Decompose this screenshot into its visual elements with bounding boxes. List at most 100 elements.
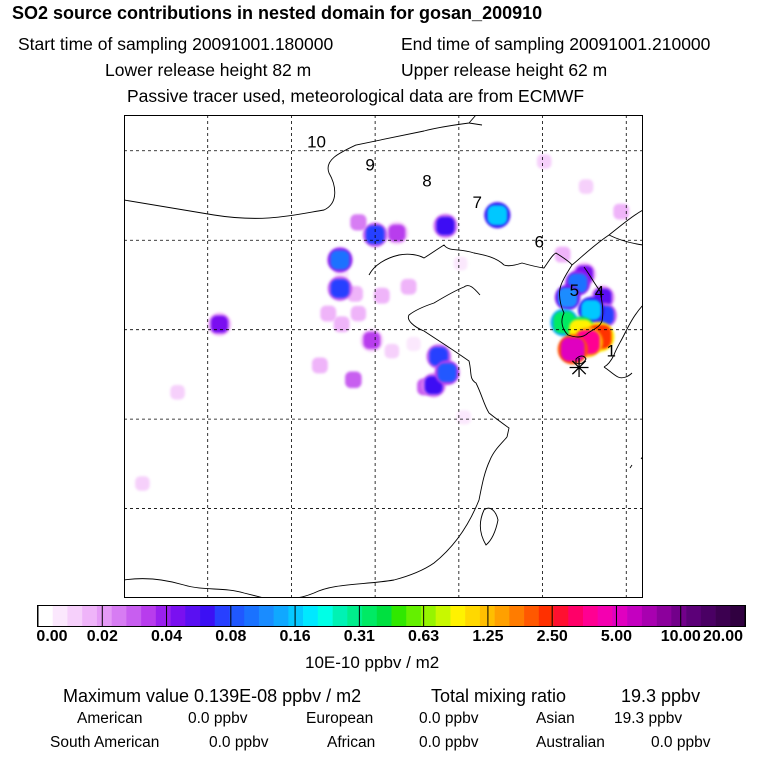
source-cell — [557, 287, 578, 308]
source-cell — [350, 305, 367, 322]
source-cell — [384, 343, 400, 359]
taiwan-island — [479, 507, 499, 546]
colorbar-cell — [185, 606, 201, 626]
trajectory-hour-labels: 10 9 8 7 6 5 4 1 — [307, 132, 616, 360]
trajectory-hour-label: 6 — [534, 233, 543, 252]
colorbar-cell — [479, 606, 495, 626]
colorbar-cell — [317, 606, 333, 626]
colorbar-cell — [229, 606, 245, 626]
coastlines — [124, 115, 643, 598]
maximum-value: Maximum value 0.139E-08 ppbv / m2 — [63, 686, 362, 706]
colorbar-cell — [671, 606, 687, 626]
trajectory-hour-label: 9 — [365, 156, 374, 175]
korea-west-coast — [559, 264, 589, 338]
source-cell — [560, 337, 585, 362]
colorbar-cell — [67, 606, 83, 626]
source-cell — [135, 476, 150, 491]
colorbar-tick-label: 0.08 — [215, 628, 247, 645]
colorbar-cell — [214, 606, 230, 626]
colorbar-cell — [52, 606, 68, 626]
colorbar-tick-label: 20.00 — [702, 628, 744, 645]
map-plot: 10 9 8 7 6 5 4 1 ✳ — [124, 115, 643, 598]
colorbar-cell — [450, 606, 466, 626]
source-cell — [330, 250, 350, 270]
colorbar-cell — [641, 606, 657, 626]
colorbar-cell — [524, 606, 540, 626]
colorbar-cell — [465, 606, 481, 626]
colorbar-tick-label: 1.25 — [472, 628, 504, 645]
colorbar-cell — [82, 606, 98, 626]
graticule — [124, 115, 643, 598]
source-cell — [453, 256, 468, 271]
source-cell — [320, 305, 337, 322]
start-time-label: Start time of sampling 20091001.180000 — [18, 34, 334, 54]
china-south-coast — [293, 436, 508, 598]
border-line — [468, 122, 483, 126]
colorbar-cell — [376, 606, 392, 626]
source-cell — [345, 371, 362, 389]
korea-east-coast — [583, 266, 604, 334]
source-cell — [436, 216, 455, 236]
trajectory-hour-label: 1 — [606, 342, 615, 361]
total-mixing-label: Total mixing ratio — [431, 686, 567, 706]
source-cell — [350, 214, 367, 231]
source-cell — [487, 205, 508, 226]
colorbar-cell — [568, 606, 584, 626]
colorbar-cell — [582, 606, 599, 626]
colorbar-cell — [126, 606, 142, 626]
colorbar-frame — [37, 605, 746, 627]
source-cell — [170, 384, 185, 400]
colorbar-cell — [141, 606, 157, 626]
source-cell — [388, 224, 406, 242]
colorbar-cell — [553, 606, 569, 626]
asian-label: Asian — [536, 710, 575, 727]
source-cell — [437, 363, 457, 383]
colorbar-cell — [420, 606, 436, 626]
colorbar-cell — [96, 606, 112, 626]
receptor-marker: ✳ — [568, 354, 590, 384]
source-field — [135, 154, 630, 491]
source-cell — [536, 154, 552, 169]
source-cell — [311, 357, 328, 374]
source-cell — [363, 331, 381, 349]
colorbar-cell — [332, 606, 348, 626]
south-american-label: South American — [50, 734, 160, 751]
source-cell — [373, 287, 390, 304]
colorbar-cell — [170, 606, 186, 626]
source-cell — [333, 316, 350, 333]
colorbar — [37, 605, 746, 627]
colorbar-cell — [362, 606, 378, 626]
colorbar-cell — [347, 606, 363, 626]
european-value: 0.0 ppbv — [419, 710, 479, 727]
colorbar-cell — [686, 606, 702, 626]
colorbar-cell — [435, 606, 451, 626]
colorbar-cell — [303, 606, 319, 626]
source-cell — [578, 179, 594, 194]
colorbar-cell — [258, 606, 274, 626]
australian-label: Australian — [536, 734, 605, 751]
colorbar-tick-label: 2.50 — [536, 628, 568, 645]
colorbar-cell — [494, 606, 510, 626]
trajectory-hour-label: 7 — [473, 193, 482, 212]
trajectory-hour-label: 5 — [570, 281, 579, 300]
end-time-label: End time of sampling 20091001.210000 — [401, 34, 711, 54]
china-east-coast — [407, 285, 510, 438]
african-label: African — [327, 734, 376, 751]
siberia-coast-2 — [608, 234, 643, 246]
source-cell — [406, 336, 421, 352]
map-frame — [124, 115, 643, 598]
tracer-note: Passive tracer used, meteorological data… — [127, 86, 585, 106]
chart-title: SO2 source contributions in nested domai… — [12, 3, 543, 23]
jeju-island — [575, 355, 587, 365]
colorbar-tick-label: 0.16 — [279, 628, 311, 645]
colorbar-tick-label: 0.04 — [150, 628, 183, 645]
colorbar-cell — [627, 606, 643, 626]
korea-north-coast — [503, 252, 573, 269]
european-label: European — [306, 710, 374, 727]
colorbar-cell — [288, 606, 304, 626]
colorbar-cell — [273, 606, 289, 626]
colorbar-tick-label: 10.00 — [660, 628, 701, 645]
lower-release-label: Lower release height 82 m — [105, 60, 312, 80]
source-cell — [210, 315, 229, 334]
japan-honshu-west — [603, 304, 643, 368]
